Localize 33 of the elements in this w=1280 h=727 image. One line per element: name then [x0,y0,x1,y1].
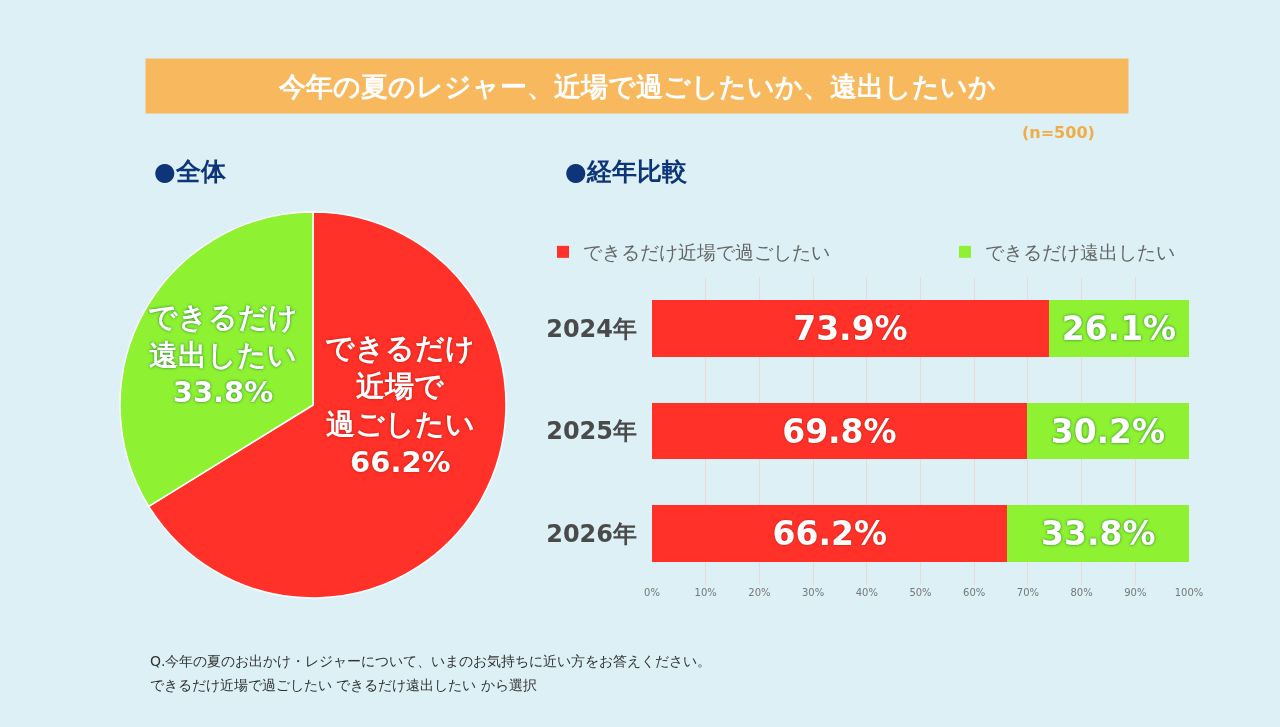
chart-title: ●経年比較 [565,157,688,186]
x-tick-label: 30% [801,587,825,598]
data-label: 26.1% [1061,308,1177,348]
x-tick-label: 100% [1174,587,1204,598]
x-tick-label: 20% [748,587,771,598]
text: 今年の夏のレジャー、近場で過ごしたいか、遠出したいか [278,70,996,102]
legend-label: できるだけ遠出したい [985,241,1175,264]
legend-label: できるだけ近場で過ごしたい [583,241,830,264]
text: できるだけ近場で過ごしたい できるだけ遠出したい から選択 [150,677,537,693]
x-tick-label: 40% [855,587,878,598]
slice-label: できるだけ近場で過ごしたい [325,331,476,441]
x-tick-label: 60% [963,587,986,598]
text: Q.今年の夏のお出かけ・レジャーについて、いまのお気持ちに近い方をお答えください。 [150,653,712,669]
data-label: 66.2% [350,444,451,479]
slice-label: できるだけ遠出したい [148,300,299,372]
y-tick-label: 2026年 [546,520,637,549]
x-tick-label: 80% [1070,587,1093,598]
x-tick-label: 0% [644,587,660,598]
y-tick-label: 2024年 [546,314,637,343]
data-label: 30.2% [1050,411,1166,451]
data-label: 33.8% [172,375,274,410]
x-tick-label: 10% [694,587,717,598]
y-tick-label: 2025年 [546,417,637,446]
data-label: 66.2% [772,514,887,554]
x-tick-label: 50% [909,587,932,598]
text: (n=500) [1022,123,1095,142]
chart-title: ●全体 [154,157,227,186]
data-label: 69.8% [782,411,897,451]
bar [652,300,1049,357]
x-tick-label: 90% [1124,587,1147,598]
data-label: 33.8% [1040,514,1156,554]
data-label: 73.9% [793,308,908,348]
x-tick-label: 70% [1016,587,1040,598]
